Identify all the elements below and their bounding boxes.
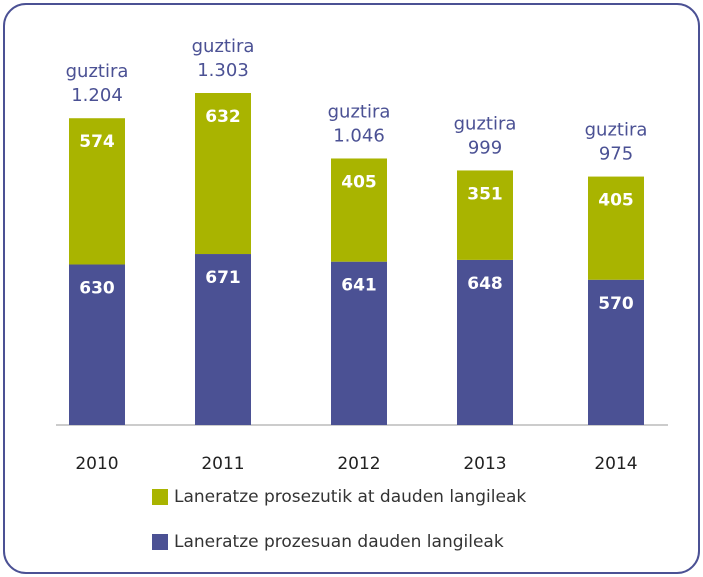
total-label: 1.046 bbox=[333, 125, 385, 146]
value-label: 405 bbox=[598, 191, 634, 211]
legend-label: Laneratze prosezutik at dauden langileak bbox=[174, 487, 526, 507]
bar-segment bbox=[331, 261, 387, 425]
value-label: 641 bbox=[341, 276, 377, 296]
bar-segment bbox=[457, 259, 513, 425]
bar-segment bbox=[588, 279, 644, 425]
x-tick-label: 2014 bbox=[594, 454, 637, 474]
total-label: 1.204 bbox=[71, 85, 123, 106]
x-tick-label: 2012 bbox=[337, 454, 380, 474]
bar-segment bbox=[457, 170, 513, 260]
value-label: 570 bbox=[598, 294, 634, 314]
x-tick-label: 2010 bbox=[75, 454, 118, 474]
bar-segment bbox=[69, 264, 125, 425]
value-label: 405 bbox=[341, 172, 377, 192]
total-caption: guztira bbox=[454, 113, 517, 134]
bar-segment bbox=[69, 118, 125, 265]
total-label: 1.303 bbox=[197, 60, 249, 81]
total-label: 975 bbox=[599, 144, 633, 165]
total-caption: guztira bbox=[328, 101, 391, 122]
legend-swatch bbox=[152, 489, 168, 505]
bar-segment bbox=[195, 93, 251, 255]
legend-swatch bbox=[152, 534, 168, 550]
value-label: 648 bbox=[467, 274, 503, 294]
bar-segment bbox=[588, 176, 644, 280]
x-tick-label: 2011 bbox=[201, 454, 244, 474]
value-label: 351 bbox=[467, 184, 503, 204]
value-label: 671 bbox=[205, 268, 241, 288]
bar-segment bbox=[195, 254, 251, 425]
x-tick-label: 2013 bbox=[463, 454, 506, 474]
value-label: 632 bbox=[205, 107, 241, 127]
legend-label: Laneratze prozesuan dauden langileak bbox=[174, 532, 504, 552]
total-caption: guztira bbox=[192, 36, 255, 57]
total-caption: guztira bbox=[585, 120, 648, 141]
value-label: 574 bbox=[79, 132, 115, 152]
bar-segment bbox=[331, 158, 387, 262]
total-caption: guztira bbox=[66, 61, 129, 82]
value-label: 630 bbox=[79, 278, 115, 298]
total-label: 999 bbox=[468, 137, 502, 158]
